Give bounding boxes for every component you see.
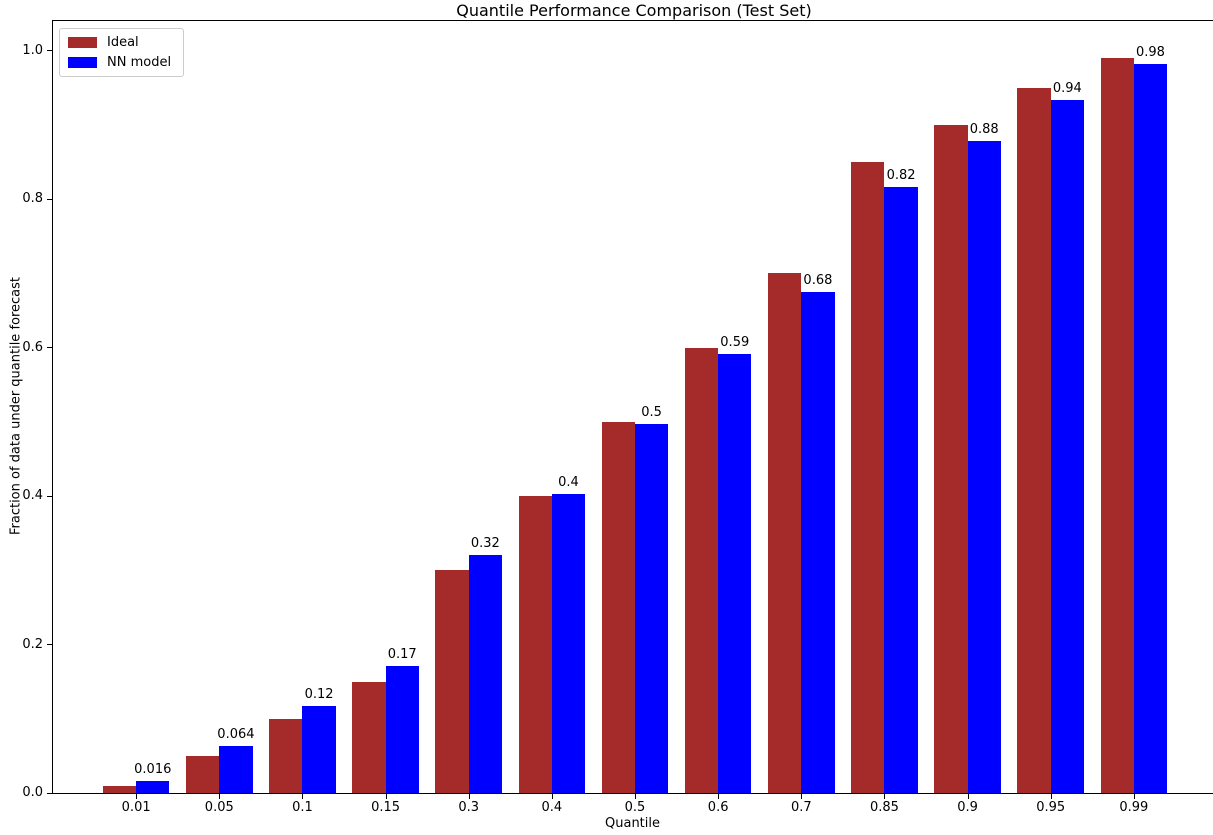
x-tick [801,794,803,799]
x-tick-label: 0.9 [957,800,978,815]
bar-value-label: 0.82 [886,167,916,183]
y-axis-label: Fraction of data under quantile forecast [8,276,24,536]
y-tick-label: 1.0 [22,42,43,58]
legend-row: Ideal [68,35,171,50]
bar-value-label: 0.59 [720,335,750,351]
bar-ideal [352,681,386,793]
bar-ideal [102,785,137,793]
legend-label: Ideal [107,35,139,50]
y-tick [47,792,52,794]
bar-nn-model [468,554,502,793]
x-tick [385,794,387,799]
y-tick-label: 0.4 [22,488,43,504]
bar-nn-model [551,493,586,793]
legend-row: NN model [68,55,171,70]
x-tick [718,794,720,799]
legend-swatch-ideal [68,37,97,48]
bar-nn-model [302,706,336,793]
x-tick [635,794,636,799]
plot-area: Ideal NN model 0.01 0.05 0.1 0.15 0.3 0.4 0.5 0.… [22,20,1213,815]
x-tick-label: 0.99 [1119,800,1149,815]
x-axis-label: Quantile [605,816,660,831]
bar-value-label: 0.5 [641,405,662,421]
bar-ideal [435,570,469,793]
y-tick-label: 0.6 [22,339,43,355]
bar-nn-model [136,781,170,793]
x-tick-label: 0.5 [624,800,646,815]
x-tick [136,794,138,799]
bar-ideal [1100,58,1134,793]
y-tick [47,347,52,349]
x-tick-label: 0.3 [458,800,480,815]
bar-nn-model [385,666,419,793]
x-tick [551,794,553,799]
bar-ideal [768,273,802,793]
y-tick-label: 0.0 [22,785,43,800]
bar-nn-model [635,424,669,793]
bar-nn-model [1133,64,1168,793]
bar-value-label: 0.4 [558,474,579,490]
bar-value-label: 0.17 [387,647,417,663]
bar-ideal [851,162,885,793]
x-tick [1050,794,1052,799]
bar-ideal [269,718,303,793]
x-tick [219,794,221,799]
bar-ideal [1017,87,1051,793]
bar-value-label: 0.12 [304,687,334,703]
y-tick-label: 0.2 [22,636,43,652]
bar-value-label: 0.32 [470,535,500,551]
bar-value-label: 0.016 [134,762,172,778]
x-tick-label: 0.95 [1036,800,1066,815]
x-tick-label: 0.1 [292,800,313,815]
y-tick-label: 0.8 [22,191,43,207]
x-tick-label: 0.4 [541,800,563,815]
bar-value-label: 0.94 [1052,80,1082,96]
bar-value-label: 0.88 [969,122,999,138]
bar-value-label: 0.68 [803,272,833,288]
legend-swatch-nn-model [68,57,97,68]
legend-label: NN model [107,55,172,70]
x-tick [468,794,470,799]
bar-nn-model [1050,99,1084,793]
x-tick [302,794,304,799]
x-tick-label: 0.15 [371,800,401,815]
bar-nn-model [884,186,918,793]
y-tick [47,198,52,200]
bar-value-label: 0.064 [217,726,255,742]
y-tick [47,50,52,52]
bar-ideal [934,124,968,793]
x-tick-label: 0.6 [707,800,729,815]
y-tick [47,495,52,497]
x-tick [1133,794,1135,799]
bar-nn-model [718,354,752,793]
bar-nn-model [219,745,253,793]
bar-nn-model [801,291,835,793]
x-tick-label: 0.01 [121,800,151,815]
x-tick [967,794,969,799]
bar-ideal [684,347,719,793]
y-tick [47,644,52,646]
bar-nn-model [967,141,1001,793]
legend: Ideal NN model [59,28,185,77]
x-tick [884,794,886,799]
bar-ideal [601,421,635,793]
chart-title: Quantile Performance Comparison (Test Se… [456,1,812,20]
x-tick-label: 0.05 [204,800,234,815]
x-tick-label: 0.7 [790,800,812,815]
bar-value-label: 0.98 [1136,45,1165,61]
x-tick-label: 0.85 [869,800,899,815]
bar-ideal [186,755,220,793]
bar-ideal [518,496,552,793]
